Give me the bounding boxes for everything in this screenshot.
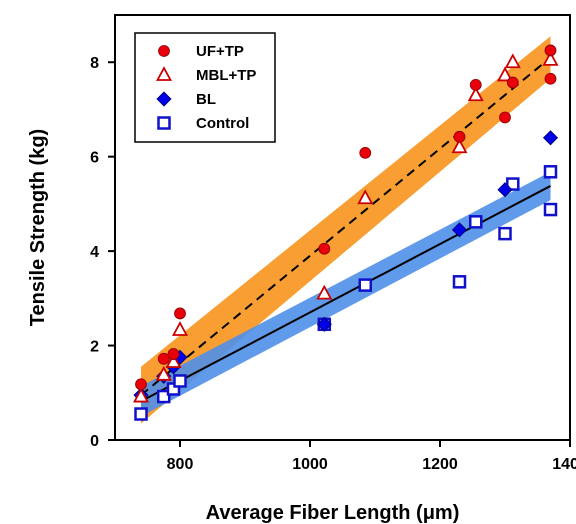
data-point [451, 222, 468, 238]
data-point [157, 352, 170, 365]
data-point [316, 316, 332, 332]
data-point [453, 130, 466, 143]
data-point [544, 72, 557, 85]
legend-marker [158, 45, 170, 57]
data-point [504, 53, 521, 69]
legend-label: MBL+TP [196, 67, 256, 84]
data-point [155, 365, 172, 381]
data-point [134, 407, 148, 421]
data-point [544, 44, 557, 57]
legend-item: MBL+TP [155, 66, 256, 84]
legend-label: Control [196, 115, 249, 132]
data-point [135, 378, 147, 391]
legend-marker [155, 66, 173, 81]
confidence-band-1 [141, 36, 551, 424]
data-point [165, 353, 182, 368]
data-point [543, 202, 558, 217]
data-point [173, 374, 187, 388]
data-point [452, 275, 467, 289]
legend-item: UF+TP [158, 43, 244, 60]
series-uf-tp [135, 44, 557, 391]
legend: UF+TP MBL+TP BL Control [134, 32, 276, 143]
series-mbl-tp [132, 50, 559, 403]
y-axis-title: Tensile Strength (kg) [27, 129, 49, 326]
data-point [174, 307, 186, 320]
y-tick-label: 4 [90, 244, 99, 261]
data-point [132, 387, 150, 403]
data-point [498, 226, 512, 241]
legend-label: UF+TP [196, 43, 244, 60]
data-point [167, 348, 180, 360]
data-point [496, 66, 514, 82]
legend-item: Control [157, 115, 249, 132]
y-tick-label: 2 [90, 339, 99, 356]
x-axis-title: Average Fiber Length (μm) [206, 502, 460, 524]
y-tick-label: 6 [90, 150, 99, 167]
data-point [316, 284, 333, 300]
data-point [506, 177, 520, 191]
data-point [499, 111, 511, 124]
data-point [469, 78, 482, 91]
data-point [506, 76, 519, 89]
x-tick-label: 800 [167, 456, 194, 473]
y-axis-ticks: 0 2 4 6 8 [90, 55, 115, 450]
legend-marker [157, 116, 171, 130]
plot-frame [114, 14, 571, 441]
legend-item: BL [156, 91, 216, 108]
data-point [358, 278, 372, 292]
data-points [132, 44, 559, 421]
data-point [157, 389, 171, 404]
x-tick-label: 1200 [422, 456, 458, 473]
data-point [171, 321, 189, 336]
data-point [543, 165, 558, 179]
legend-label: BL [196, 91, 216, 108]
legend-marker [156, 91, 172, 107]
data-point [359, 146, 372, 159]
data-point [497, 182, 513, 198]
data-point [318, 242, 331, 255]
y-tick-label: 0 [90, 433, 99, 450]
fit-line-1 [140, 56, 552, 396]
data-point [542, 130, 559, 146]
data-point [467, 86, 484, 102]
y-tick-label: 8 [90, 55, 99, 72]
data-point [451, 138, 468, 154]
data-point [357, 189, 374, 205]
data-point [469, 215, 483, 229]
data-point [542, 50, 559, 66]
x-tick-label: 1000 [292, 456, 328, 473]
